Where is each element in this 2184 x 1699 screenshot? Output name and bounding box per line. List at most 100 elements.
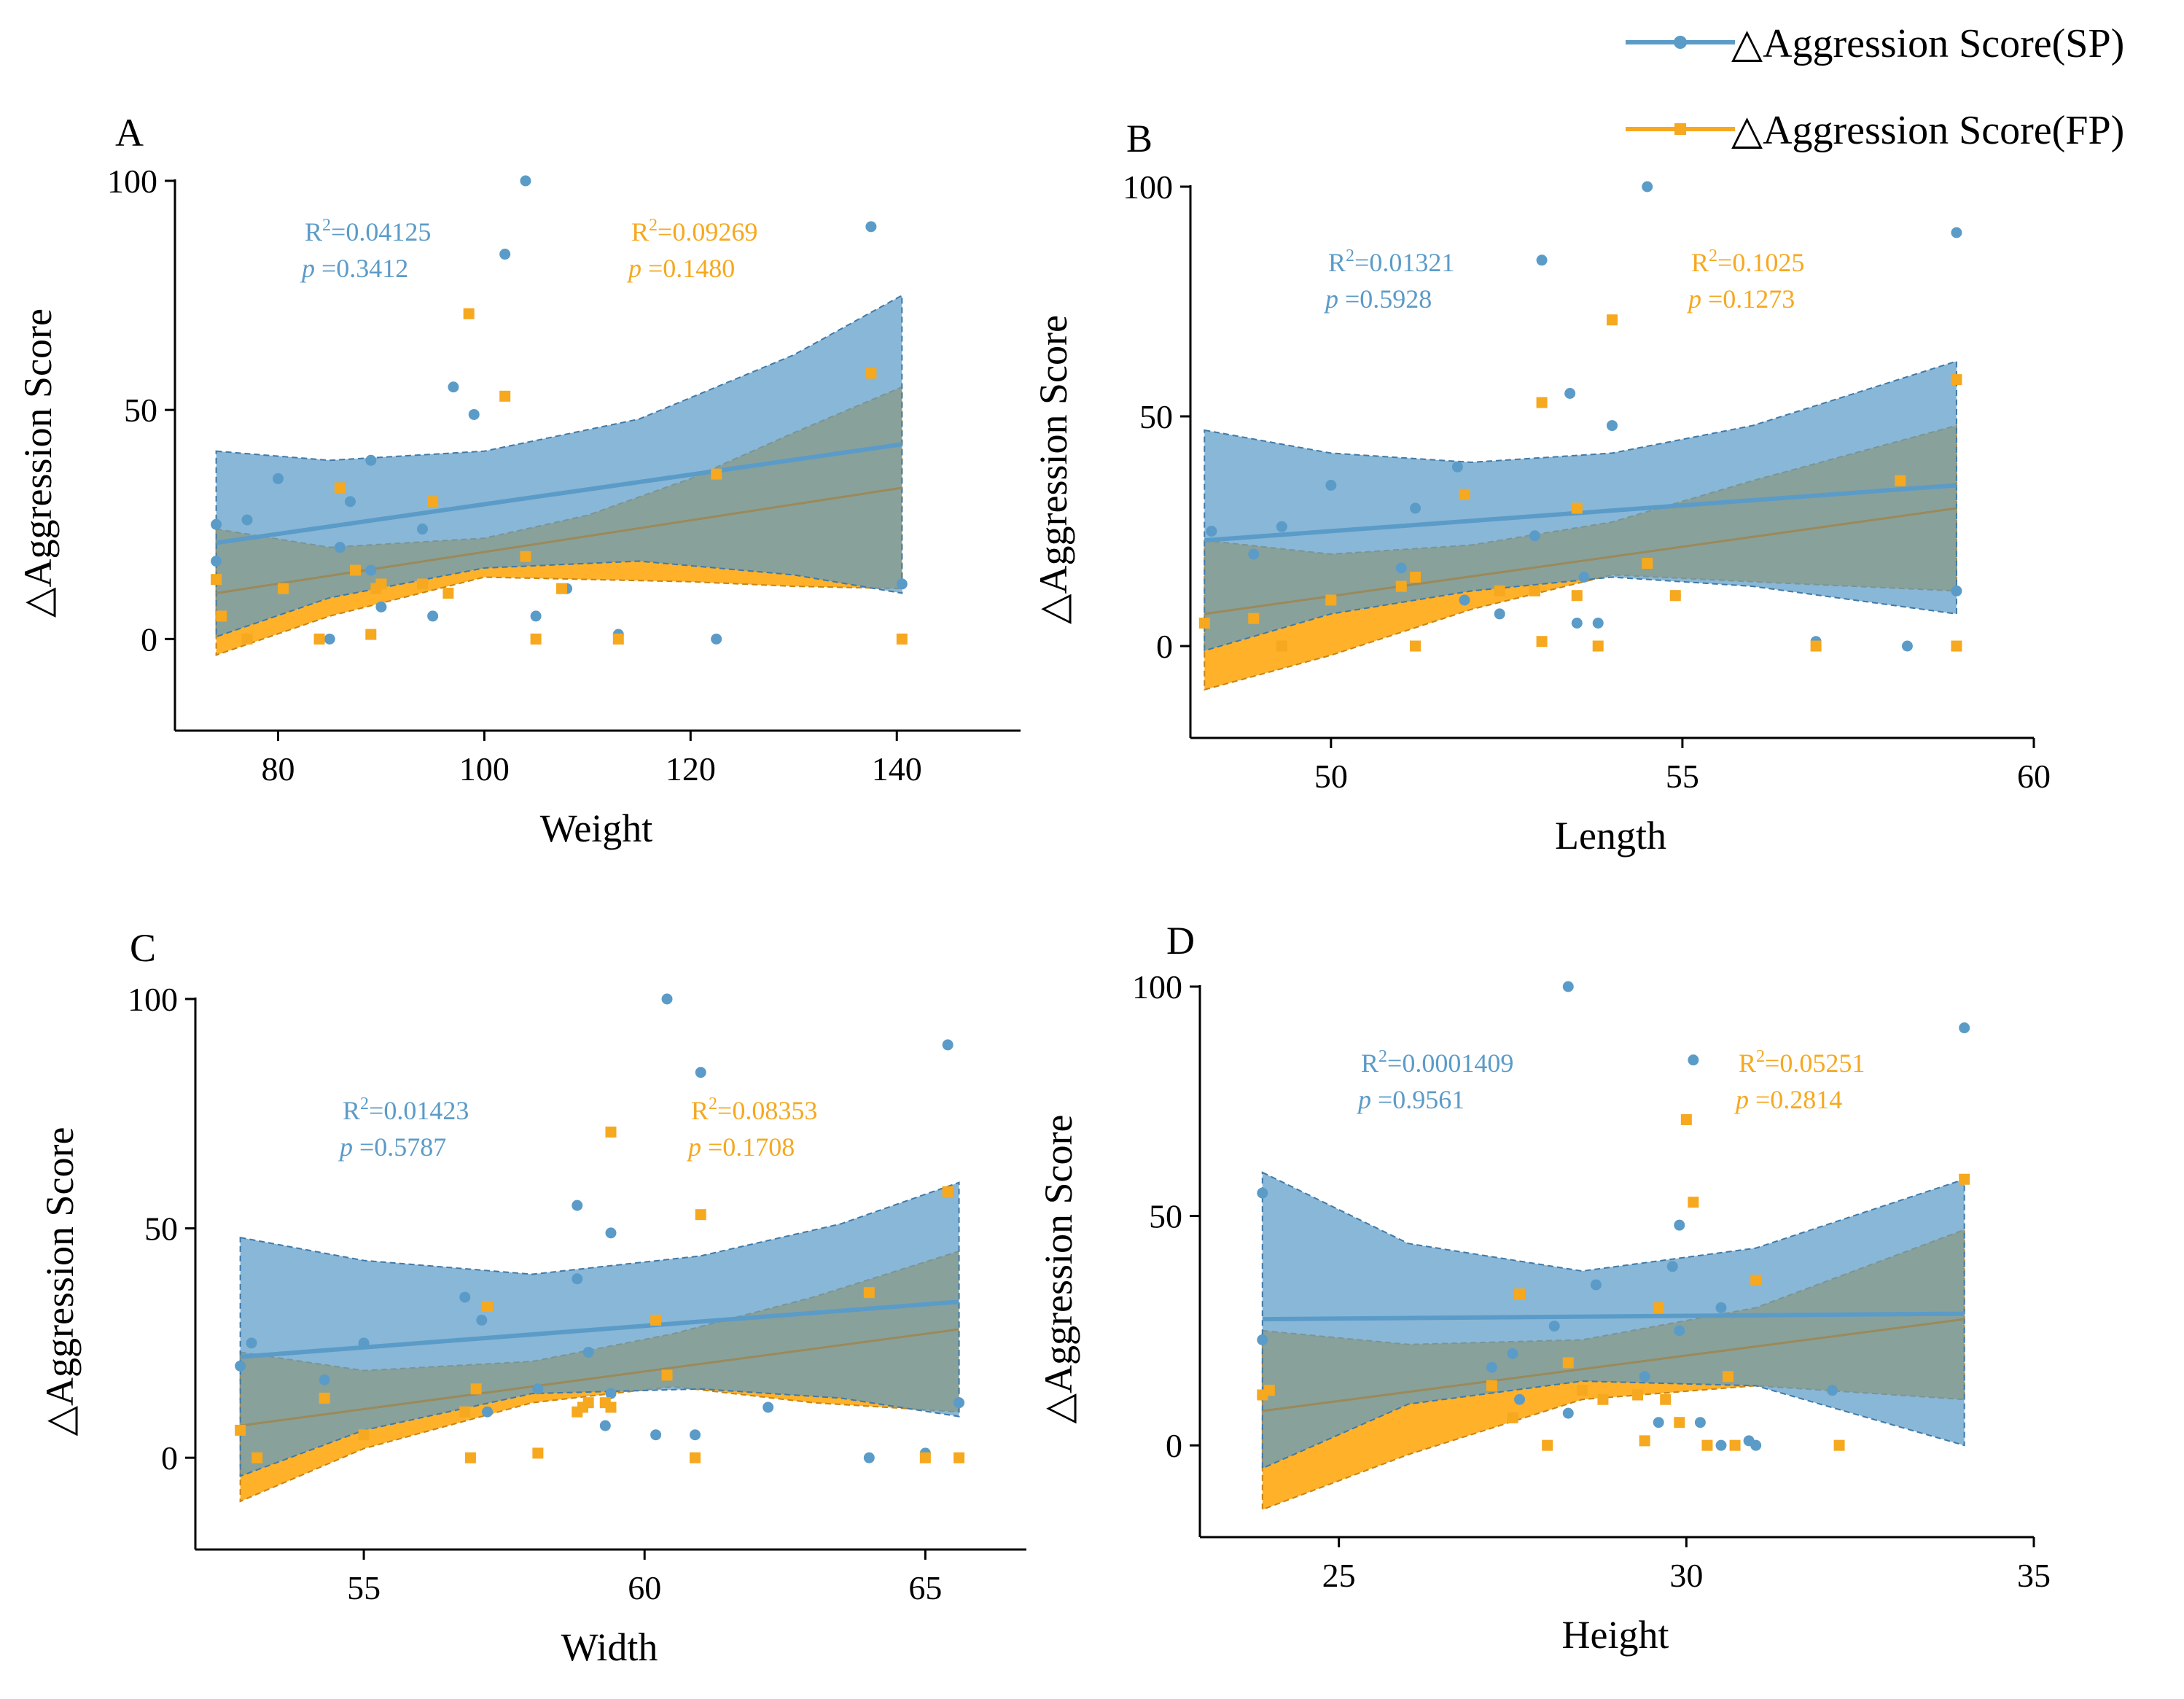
fp-data-point	[278, 583, 289, 594]
y-tick-label: 100	[107, 163, 157, 200]
fp-data-point	[1951, 374, 1962, 386]
sp-data-point	[365, 564, 377, 576]
sp-data-point	[1715, 1302, 1727, 1313]
fp-data-point	[605, 1126, 617, 1138]
fp-data-point	[1597, 1393, 1609, 1405]
sp-data-point	[476, 1314, 488, 1326]
fp-data-point	[459, 1406, 471, 1418]
plot-area	[215, 294, 903, 656]
fp-data-point	[865, 368, 877, 379]
sp-data-point	[1578, 572, 1590, 583]
x-tick-label: 65	[908, 1569, 942, 1606]
legend-sp-label: △Aggression Score(SP)	[1731, 21, 2124, 66]
fp-data-point	[358, 1429, 370, 1441]
x-tick-label: 60	[2017, 758, 2051, 795]
fp-data-point	[530, 633, 542, 645]
sp-data-point	[235, 1360, 246, 1372]
fp-fit-line	[216, 486, 902, 594]
fp-data-point	[427, 496, 439, 508]
panel-c: 0 50 100 55 60 65 Width △Aggression Score C R2=0.…	[38, 926, 1026, 1669]
sp-data-point	[650, 1429, 662, 1441]
fp-fit-line	[240, 1328, 959, 1427]
fp-data-point	[1486, 1380, 1497, 1391]
x-axis-title: Width	[561, 1625, 658, 1669]
fp-data-point	[365, 629, 377, 640]
sp-data-point	[482, 1406, 494, 1418]
sp-data-point	[1959, 1022, 1970, 1034]
sp-data-point	[1536, 254, 1548, 266]
fp-data-point	[605, 1401, 617, 1413]
fp-r2-annotation: R2=0.09269	[631, 216, 757, 246]
y-tick-label: 50	[1139, 398, 1173, 435]
sp-data-point	[417, 524, 429, 535]
fp-data-point	[1729, 1439, 1741, 1451]
y-axis-title: △Aggression Score	[1037, 1115, 1080, 1424]
fp-data-point	[1395, 580, 1407, 592]
fp-data-point	[1198, 618, 1210, 629]
fp-data-point	[690, 1452, 701, 1463]
sp-data-point	[1571, 618, 1583, 629]
sp-data-point	[1642, 181, 1653, 193]
sp-data-point	[459, 1291, 471, 1303]
sp-data-point	[1674, 1219, 1685, 1231]
panel-label: C	[130, 926, 156, 970]
x-tick-label: 25	[1322, 1557, 1356, 1594]
fp-p-annotation: p =0.1273	[1686, 284, 1795, 314]
sp-data-point	[863, 1452, 875, 1463]
fp-data-point	[319, 1392, 330, 1404]
sp-data-point	[1951, 585, 1962, 596]
fp-data-point	[1723, 1371, 1734, 1383]
fp-data-point	[1833, 1439, 1845, 1451]
sp-data-point	[690, 1429, 701, 1441]
sp-data-point	[572, 1273, 583, 1285]
fp-p-annotation: p =0.1480	[626, 254, 735, 283]
fp-data-point	[1680, 1113, 1692, 1125]
fp-data-point	[375, 578, 387, 590]
y-tick-label: 100	[128, 981, 178, 1018]
fp-r2-annotation: R2=0.1025	[1691, 246, 1804, 277]
fp-data-point	[1494, 585, 1505, 596]
sp-r2-annotation: R2=0.0001409	[1361, 1047, 1513, 1078]
fp-data-point	[1571, 590, 1583, 602]
sp-data-point	[272, 473, 284, 484]
fp-data-point	[612, 633, 624, 645]
fp-fit-line	[1262, 1318, 1965, 1412]
fp-data-point	[532, 1447, 544, 1459]
sp-data-point	[763, 1401, 774, 1413]
fp-data-point	[1276, 640, 1287, 652]
x-tick-label: 50	[1314, 758, 1348, 795]
fp-data-point	[942, 1186, 953, 1197]
sp-data-point	[1410, 502, 1421, 514]
fp-data-point	[442, 588, 454, 599]
fp-data-point	[1562, 1357, 1574, 1369]
sp-fit-line	[1262, 1311, 1965, 1322]
legend-fp-label: △Aggression Score(FP)	[1731, 108, 2124, 153]
fp-data-point	[695, 1209, 706, 1221]
legend-fp-marker	[1674, 123, 1686, 135]
fp-data-point	[1669, 590, 1681, 602]
sp-data-point	[1451, 461, 1463, 473]
y-axis-title: △Aggression Score	[38, 1127, 82, 1436]
sp-data-point	[344, 496, 356, 508]
sp-data-point	[1514, 1393, 1526, 1405]
fp-data-point	[1895, 475, 1906, 486]
sp-data-point	[448, 381, 459, 393]
sp-fit-line	[240, 1299, 959, 1359]
sp-data-point	[1325, 480, 1337, 491]
sp-data-point	[1494, 608, 1505, 620]
plot-area	[1204, 360, 1957, 691]
sp-p-annotation: p =0.9561	[1356, 1085, 1465, 1114]
fp-data-point	[1701, 1439, 1713, 1451]
sp-data-point	[1694, 1417, 1706, 1428]
fp-data-point	[1951, 640, 1962, 652]
fp-data-point	[251, 1452, 263, 1463]
fp-data-point	[464, 1452, 476, 1463]
sp-data-point	[1827, 1385, 1838, 1396]
sp-r2-annotation: R2=0.01321	[1328, 246, 1454, 277]
fp-data-point	[1688, 1197, 1699, 1208]
panel-b: 0 50 100 50 55 60 Length △Aggression Score B R2=0…	[1031, 117, 2051, 858]
plot-area	[239, 1181, 960, 1503]
sp-data-point	[1507, 1348, 1518, 1359]
sp-p-annotation: p =0.5928	[1323, 284, 1432, 314]
fp-data-point	[1639, 1435, 1650, 1447]
